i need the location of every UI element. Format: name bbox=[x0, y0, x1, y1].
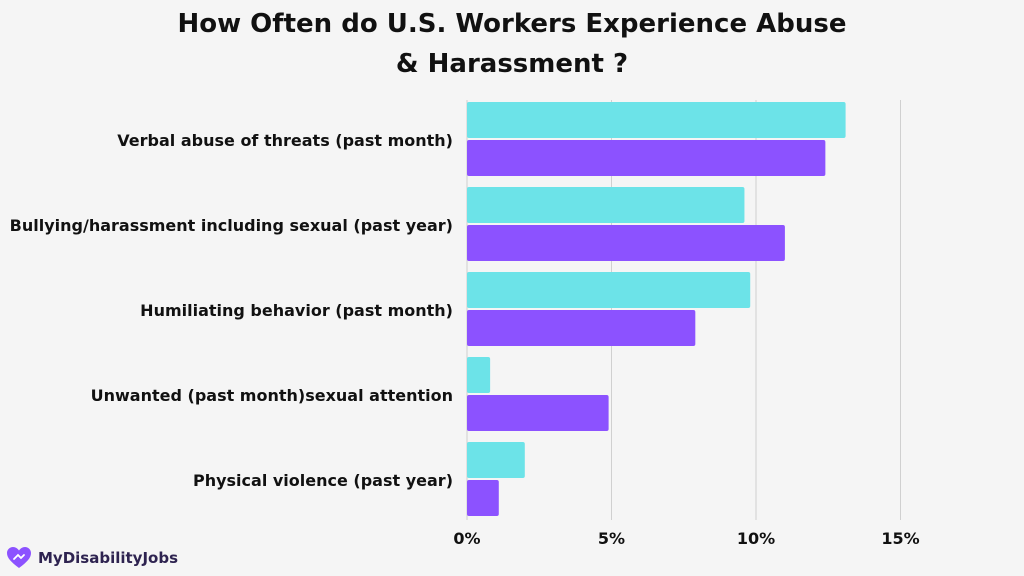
bar bbox=[467, 480, 499, 516]
bar bbox=[467, 225, 785, 261]
category-label: Bullying/harassment including sexual (pa… bbox=[10, 216, 453, 235]
bar bbox=[467, 140, 826, 176]
bar bbox=[467, 310, 696, 346]
bar bbox=[467, 395, 609, 431]
x-axis-ticks: 0% 5% 10% 15% bbox=[453, 529, 919, 548]
bar bbox=[467, 442, 525, 478]
chart-title-line-1: How Often do U.S. Workers Experience Abu… bbox=[177, 9, 847, 39]
bar bbox=[467, 272, 751, 308]
brand-name: MyDisabilityJobs bbox=[38, 549, 179, 567]
bars bbox=[467, 102, 846, 516]
brand-logo: MyDisabilityJobs bbox=[6, 545, 178, 571]
chart-title-line-2: & Harassment ? bbox=[395, 49, 629, 79]
category-labels: Verbal abuse of threats (past month) Bull… bbox=[10, 131, 453, 490]
x-tick-label: 0% bbox=[453, 529, 480, 548]
bar bbox=[467, 187, 745, 223]
x-tick-label: 15% bbox=[881, 529, 919, 548]
category-label: Physical violence (past year) bbox=[193, 471, 453, 490]
bar bbox=[467, 357, 491, 393]
category-label: Unwanted (past month)sexual attention bbox=[91, 386, 453, 405]
x-tick-label: 10% bbox=[737, 529, 775, 548]
bar bbox=[467, 102, 846, 138]
chart-title: How Often do U.S. Workers Experience Abu… bbox=[112, 4, 912, 84]
heart-icon bbox=[7, 547, 31, 568]
category-label: Verbal abuse of threats (past month) bbox=[117, 131, 453, 150]
x-tick-label: 5% bbox=[598, 529, 625, 548]
category-label: Humiliating behavior (past month) bbox=[140, 301, 453, 320]
